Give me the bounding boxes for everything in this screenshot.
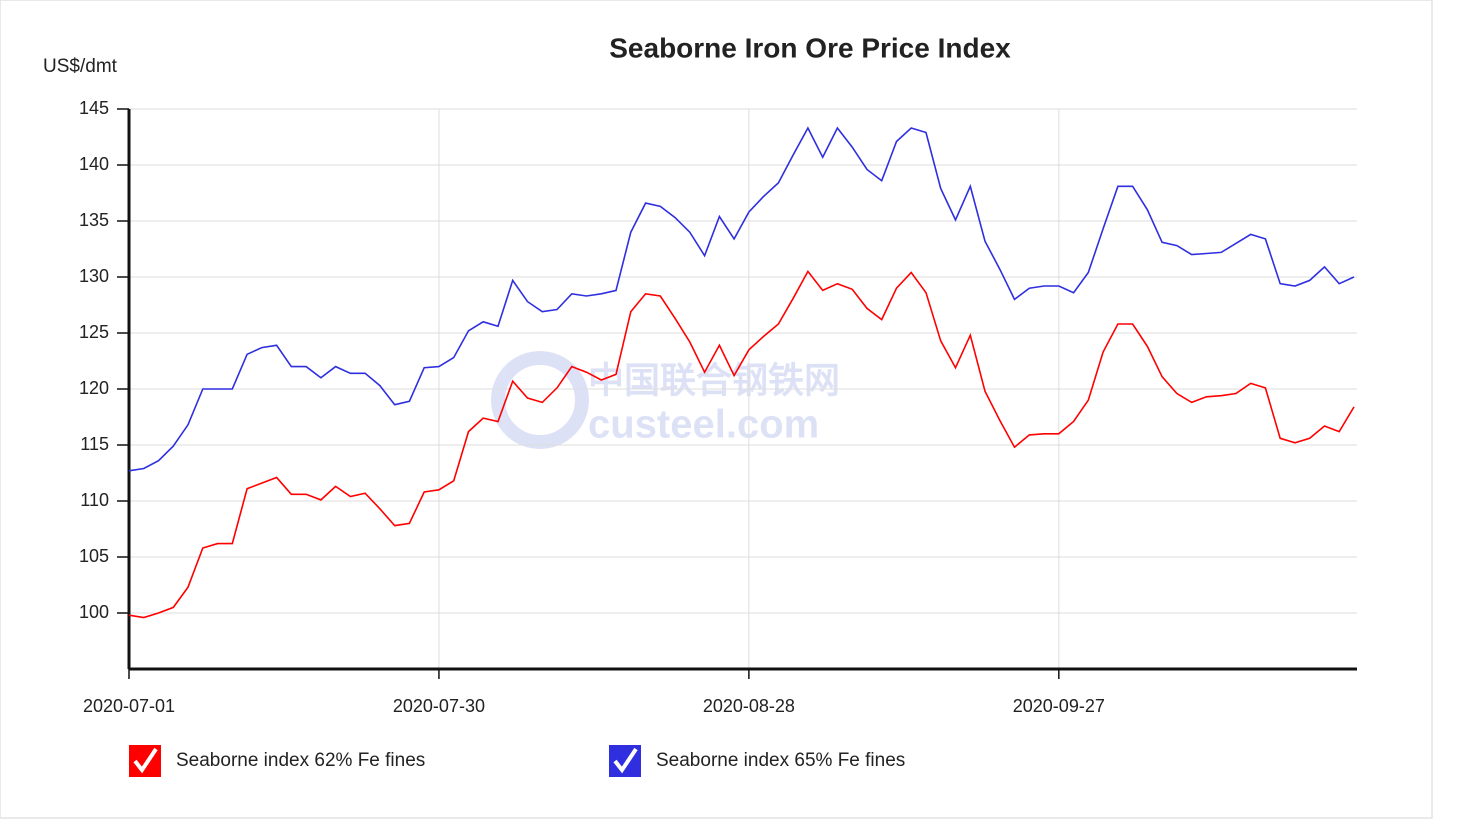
x-tick-label: 2020-07-01: [83, 696, 175, 716]
y-tick-label: 110: [80, 490, 109, 510]
x-tick-label: 2020-09-27: [1013, 696, 1105, 716]
y-tick-label: 125: [79, 322, 109, 342]
y-tick-label: 100: [79, 602, 109, 622]
x-tick-label: 2020-07-30: [393, 696, 485, 716]
data-line: [128, 269, 1355, 619]
watermark-logo: [491, 351, 589, 449]
y-tick-label: 120: [79, 378, 109, 398]
legend-check: [613, 747, 638, 774]
frame: [0, 0, 1433, 819]
watermark-text: 中国联合钢铁网: [588, 360, 840, 401]
legend-check: [133, 747, 158, 774]
legend-item[interactable]: Seaborne index 62% Fe fines: [129, 745, 425, 777]
x-tick-label: 2020-08-28: [703, 696, 795, 716]
y-tick-label: 140: [79, 154, 109, 174]
y-axis-label: US$/dmt: [43, 56, 118, 77]
y-tick-label: 105: [79, 546, 109, 566]
y-tick-label: 145: [79, 98, 109, 118]
watermark: 中国联合钢铁网 custeel.com: [491, 351, 840, 449]
y-tick-label: 115: [80, 434, 109, 454]
legend-label: Seaborne index 62% Fe fines: [176, 750, 425, 771]
data-line: [128, 126, 1355, 472]
y-tick-label: 130: [79, 266, 109, 286]
watermark-text: custeel.com: [588, 403, 819, 447]
y-tick-label: 135: [79, 210, 109, 230]
legend-item[interactable]: Seaborne index 65% Fe fines: [609, 745, 905, 777]
chart-title: Seaborne Iron Ore Price Index: [609, 32, 1011, 63]
legend-label: Seaborne index 65% Fe fines: [656, 750, 905, 771]
